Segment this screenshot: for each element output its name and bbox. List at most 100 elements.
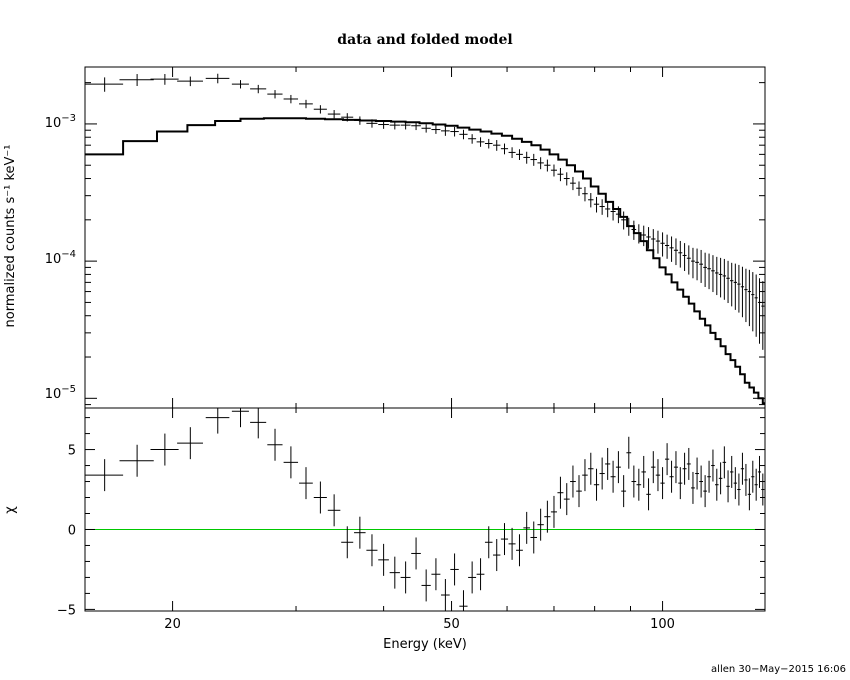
data-point [715, 256, 719, 296]
ytick-label-1e-5: 10−5 [45, 384, 76, 402]
data-point [605, 201, 611, 218]
data-point [250, 84, 267, 94]
residual-point [605, 447, 611, 480]
residual-point [631, 465, 637, 498]
data-point [686, 245, 691, 275]
data-point [366, 119, 378, 128]
x-axis-label: Energy (keV) [383, 637, 467, 652]
residual-point [299, 467, 313, 500]
residual-point [711, 449, 715, 482]
xtick-label: 20 [164, 617, 181, 632]
xtick-labels: 20 50 100 [164, 617, 675, 632]
residual-point [441, 579, 450, 611]
data-point [150, 74, 179, 85]
residual-point [411, 537, 421, 570]
data-point [641, 225, 646, 247]
data-point [660, 232, 665, 257]
data-point [691, 247, 695, 279]
data-points [85, 73, 765, 350]
residual-point [389, 556, 400, 589]
residual-point [550, 495, 558, 528]
data-point [205, 73, 230, 84]
residual-point [673, 451, 678, 484]
credit-text: allen 30−May−2015 16:06 [711, 664, 846, 675]
chart-title: data and folded model [337, 32, 512, 48]
residual-point [354, 516, 366, 549]
data-point [588, 193, 594, 208]
residual-point [563, 483, 570, 516]
data-point [646, 227, 651, 249]
data-point [468, 134, 477, 144]
residual-point [283, 446, 299, 479]
data-point [557, 167, 564, 182]
data-point [669, 236, 674, 262]
bottom-ticks [85, 408, 765, 611]
residual-point [593, 468, 600, 501]
data-point [177, 76, 203, 87]
data-point [730, 262, 734, 307]
data-point [747, 269, 751, 327]
residual-point [378, 543, 389, 576]
residual-point [733, 467, 738, 500]
residual-point [150, 433, 179, 466]
residual-point [523, 511, 531, 544]
data-point [761, 281, 765, 350]
residual-point [500, 523, 509, 556]
data-point [754, 274, 758, 337]
residual-point [655, 459, 661, 492]
residual-point [691, 471, 695, 504]
residual-point [754, 468, 758, 501]
ytick-label: 5 [68, 444, 76, 459]
bottom-ylabel: χ [3, 506, 18, 514]
residual-point [726, 470, 730, 503]
residual-points [85, 408, 765, 611]
residual-point [660, 467, 665, 500]
residual-point [588, 452, 594, 485]
data-point [744, 268, 748, 323]
residual-point [664, 443, 670, 476]
residual-point [205, 408, 230, 434]
residual-point [747, 478, 751, 511]
residual-point [730, 455, 734, 488]
ytick-label: −5 [57, 603, 76, 618]
residual-point [703, 475, 707, 508]
data-point [313, 105, 327, 114]
xtick-label: 50 [443, 617, 460, 632]
residual-point [459, 590, 468, 611]
data-point [459, 129, 468, 140]
data-point [673, 238, 678, 266]
data-point [550, 164, 558, 177]
residual-point [450, 553, 459, 586]
residual-point [85, 459, 124, 492]
residual-point [757, 455, 762, 488]
residual-point [636, 468, 642, 501]
data-point [421, 124, 431, 133]
data-point [327, 110, 341, 119]
data-point [119, 74, 154, 87]
data-point [757, 278, 762, 344]
residual-point [177, 427, 203, 460]
data-point [411, 121, 421, 131]
residual-point [740, 452, 745, 485]
residual-point [508, 527, 516, 560]
residual-point [646, 478, 651, 511]
data-point [493, 140, 501, 151]
residual-point [610, 460, 616, 493]
data-point [563, 172, 570, 186]
data-point [484, 138, 493, 149]
data-point [678, 240, 683, 268]
bottom-ytick-labels: 5 0 −5 [57, 444, 76, 619]
data-point [544, 159, 551, 172]
residual-point [718, 462, 723, 495]
data-point [389, 121, 400, 130]
residual-point [341, 526, 354, 559]
data-point [582, 186, 588, 202]
residual-point [641, 455, 646, 488]
data-point [711, 255, 715, 293]
residual-point [744, 463, 748, 496]
data-point [508, 147, 516, 159]
residual-point [621, 475, 627, 508]
residual-point [484, 526, 493, 559]
data-point [341, 113, 354, 122]
